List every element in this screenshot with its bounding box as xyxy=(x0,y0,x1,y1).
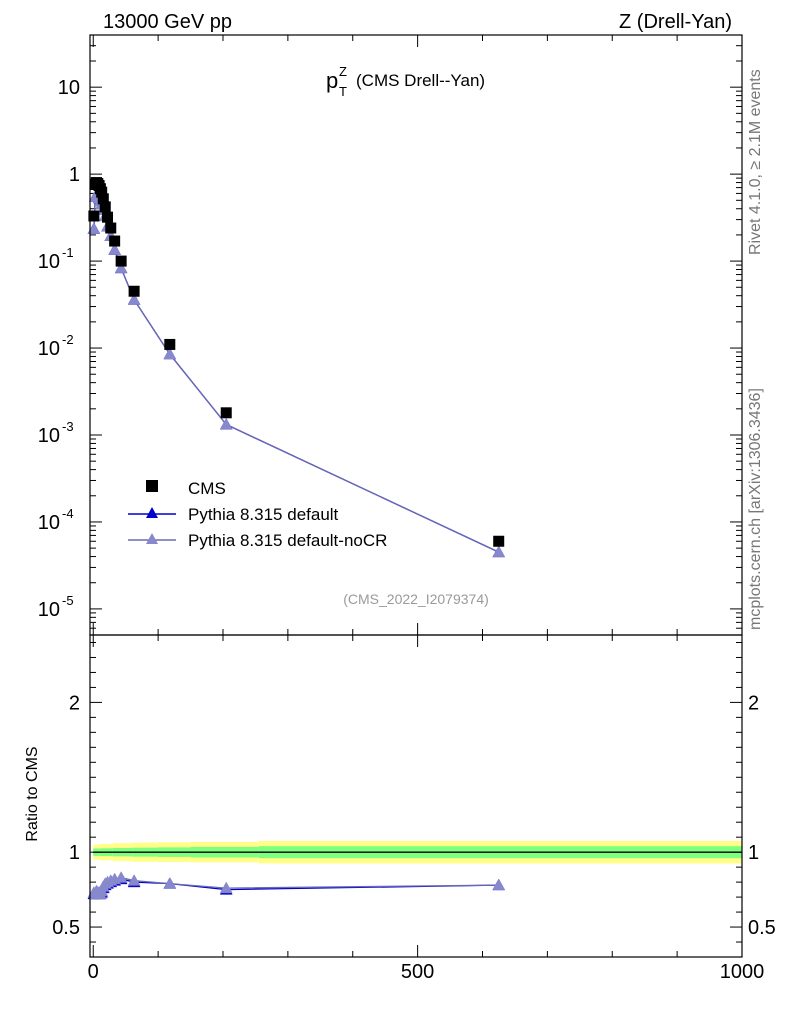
y-tick-label-ratio-right: 1 xyxy=(748,842,759,864)
y-tick-label-main-exp: -5 xyxy=(62,593,74,608)
y-tick-label-main: 10 xyxy=(38,425,60,447)
nocr-point xyxy=(127,293,141,305)
nocr-point xyxy=(114,261,128,274)
cms-data-point xyxy=(105,222,117,234)
cms-data-point xyxy=(164,338,176,350)
cms-data-point xyxy=(128,285,140,297)
ratio-nocr-point xyxy=(163,877,177,889)
ratio-plot-frame xyxy=(89,634,743,958)
legend-default-label: Pythia 8.315 default xyxy=(188,505,339,524)
cms-data-point xyxy=(109,235,121,247)
y-tick-label-ratio-right: 0.5 xyxy=(748,917,776,939)
nocr-line xyxy=(93,193,499,553)
plot-title-sup: Z xyxy=(339,64,347,79)
ratio-nocr-line xyxy=(93,876,499,896)
cms-data-point xyxy=(115,255,127,267)
ratio-default-line xyxy=(93,878,499,895)
y-tick-label-main: 10 xyxy=(58,77,80,99)
cms-data-point xyxy=(99,201,111,213)
nocr-point xyxy=(87,222,101,234)
y-tick-label-main: 10 xyxy=(38,512,60,534)
cms-data-point xyxy=(97,193,109,205)
x-tick-label: 0 xyxy=(88,961,99,983)
default-line xyxy=(93,193,499,553)
plot-title-rest: (CMS Drell--Yan) xyxy=(356,71,485,90)
ratio-nocr-point xyxy=(492,878,506,891)
legend: CMS Pythia 8.315 default Pythia 8.315 de… xyxy=(128,479,387,550)
legend-nocr-label: Pythia 8.315 default-noCR xyxy=(188,531,387,550)
ratio-ylabel: Ratio to CMS xyxy=(24,746,41,841)
y-tick-label-ratio: 1 xyxy=(69,842,80,864)
legend-cms-label: CMS xyxy=(188,479,226,498)
x-tick-label: 500 xyxy=(401,961,434,983)
y-tick-label-ratio-right: 2 xyxy=(748,692,759,714)
cms-data-point xyxy=(96,186,108,198)
plot-title-main: p xyxy=(326,68,338,93)
ratio-nocr-point xyxy=(219,881,233,894)
header-left: 13000 GeV pp xyxy=(103,11,232,33)
nocr-point xyxy=(492,545,506,558)
mcplots-label: mcplots.cern.ch [arXiv:1306.3436] xyxy=(747,388,764,630)
y-tick-label-main: 10 xyxy=(38,338,60,360)
rivet-label: Rivet 4.1.0, ≥ 2.1M events xyxy=(747,69,764,255)
y-tick-label-main-exp: -1 xyxy=(62,245,74,260)
legend-default-marker xyxy=(146,507,158,518)
uncertainty-band-layer xyxy=(93,840,742,864)
legend-nocr-marker xyxy=(146,533,158,544)
cms-data-point xyxy=(220,407,232,419)
series-marker-layer xyxy=(87,177,506,900)
header-right: Z (Drell-Yan) xyxy=(619,11,732,33)
y-tick-label-main-exp: -3 xyxy=(62,419,74,434)
cms-data-point xyxy=(88,210,100,222)
y-tick-label-ratio: 2 xyxy=(69,692,80,714)
plot-title-sub: T xyxy=(339,84,347,99)
y-tick-label-main: 10 xyxy=(38,251,60,273)
ratio-nocr-point xyxy=(114,871,128,883)
y-tick-label-main: 1 xyxy=(69,164,80,186)
analysis-id: (CMS_2022_I2079374) xyxy=(343,591,489,607)
nocr-point xyxy=(108,243,122,255)
ratio-nocr-point xyxy=(127,874,141,886)
cms-data-point xyxy=(102,211,114,223)
legend-cms-marker xyxy=(146,480,158,492)
nocr-point xyxy=(163,347,177,360)
y-tick-label-main-exp: -2 xyxy=(62,332,74,347)
y-tick-label-ratio: 0.5 xyxy=(52,917,80,939)
cms-data-point xyxy=(493,535,505,547)
y-tick-label-main: 10 xyxy=(38,599,60,621)
x-tick-label: 1000 xyxy=(720,961,765,983)
nocr-point xyxy=(219,418,233,430)
y-tick-label-main-exp: -4 xyxy=(62,506,74,521)
